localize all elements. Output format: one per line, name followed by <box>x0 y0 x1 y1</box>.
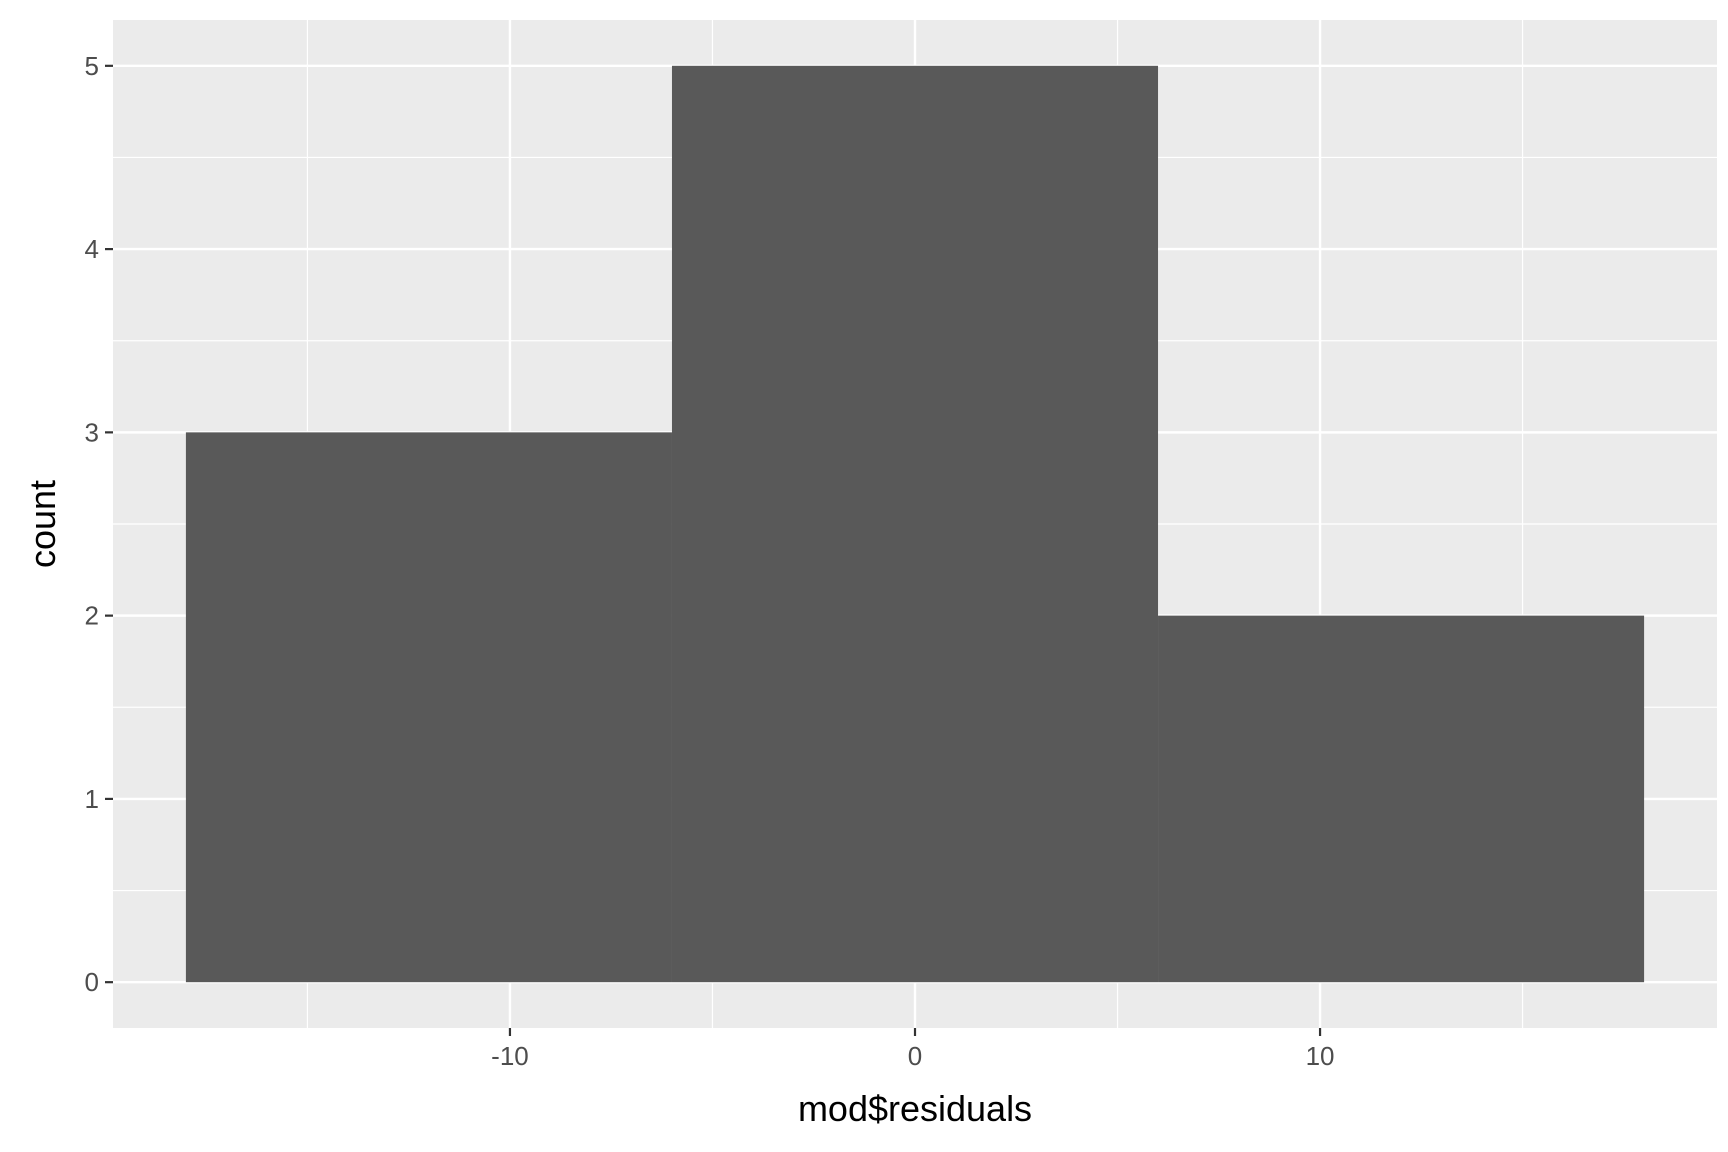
y-tick-label: 1 <box>85 784 99 814</box>
x-tick-label: -10 <box>491 1041 529 1071</box>
x-tick-label: 10 <box>1306 1041 1335 1071</box>
x-tick-label: 0 <box>908 1041 922 1071</box>
y-tick-label: 2 <box>85 601 99 631</box>
histogram-bars <box>185 65 1645 983</box>
x-axis-title: mod$residuals <box>798 1088 1032 1129</box>
y-tick-label: 4 <box>85 234 99 264</box>
y-axis-title: count <box>22 480 63 568</box>
y-tick-label: 3 <box>85 417 99 447</box>
y-axis: 0 1 2 3 4 5 <box>85 51 113 997</box>
histogram-bar <box>671 65 1159 983</box>
histogram-bar <box>185 432 672 983</box>
y-tick-label: 5 <box>85 51 99 81</box>
x-axis: -10 0 10 <box>491 1028 1335 1071</box>
y-tick-label: 0 <box>85 967 99 997</box>
histogram-bar <box>1158 615 1645 983</box>
